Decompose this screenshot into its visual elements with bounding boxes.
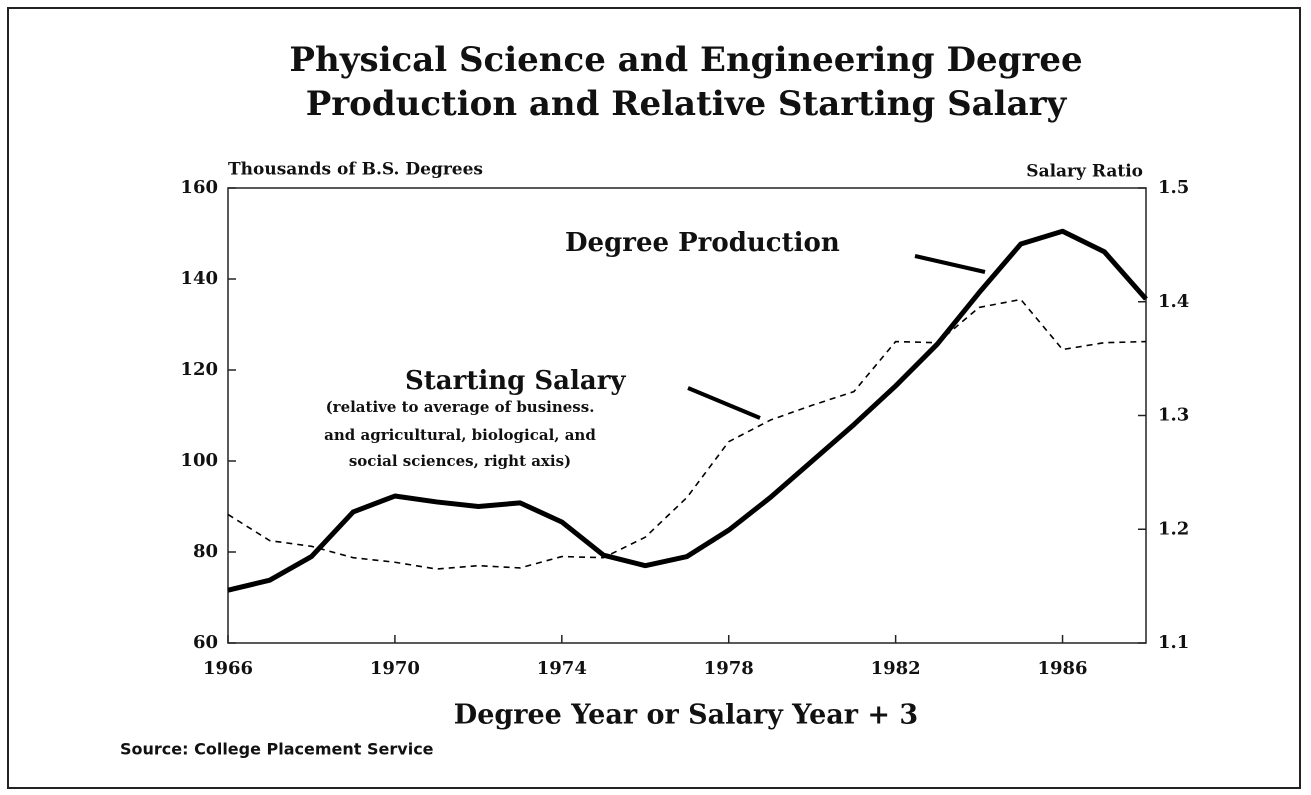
chart-title: Production and Relative Starting Salary bbox=[306, 84, 1068, 124]
x-tick-label: 1982 bbox=[871, 658, 921, 679]
series-line bbox=[227, 298, 1147, 570]
chart-title: Physical Science and Engineering Degree bbox=[289, 40, 1082, 80]
x-tick-label: 1970 bbox=[370, 658, 420, 679]
y2-tick-label: 1.2 bbox=[1158, 518, 1189, 539]
annotation-arrow bbox=[914, 254, 986, 274]
series-label: Starting Salary bbox=[405, 366, 626, 396]
y-tick-label: 160 bbox=[180, 177, 218, 198]
y2-tick-label: 1.4 bbox=[1158, 291, 1189, 312]
x-tick-label: 1974 bbox=[537, 658, 587, 679]
y-tick-label: 140 bbox=[180, 268, 218, 289]
source: Source: College Placement Service bbox=[120, 740, 434, 759]
y-tick-label: 100 bbox=[180, 450, 218, 471]
x-axis-label: Degree Year or Salary Year + 3 bbox=[454, 700, 918, 731]
y2-axis-label: Salary Ratio bbox=[1026, 162, 1143, 182]
y-axis-label: Thousands of B.S. Degrees bbox=[228, 160, 483, 180]
x-tick-label: 1966 bbox=[203, 658, 253, 679]
x-tick-label: 1986 bbox=[1037, 658, 1087, 679]
annotation-note: social sciences, right axis) bbox=[349, 452, 571, 470]
annotation-arrow bbox=[687, 386, 761, 420]
x-tick-label: 1978 bbox=[704, 658, 754, 679]
series-line bbox=[227, 228, 1148, 593]
frame bbox=[7, 7, 1301, 789]
annotation-note: (relative to average of business. bbox=[326, 398, 595, 416]
series-label: Degree Production bbox=[565, 228, 840, 258]
y2-tick-label: 1.5 bbox=[1158, 177, 1189, 198]
y-tick-label: 120 bbox=[180, 359, 218, 380]
y-tick-label: 60 bbox=[193, 632, 218, 653]
y2-tick-label: 1.3 bbox=[1158, 405, 1189, 426]
y2-tick-label: 1.1 bbox=[1158, 632, 1189, 653]
y-tick-label: 80 bbox=[193, 541, 218, 562]
annotation-note: and agricultural, biological, and bbox=[324, 426, 596, 444]
